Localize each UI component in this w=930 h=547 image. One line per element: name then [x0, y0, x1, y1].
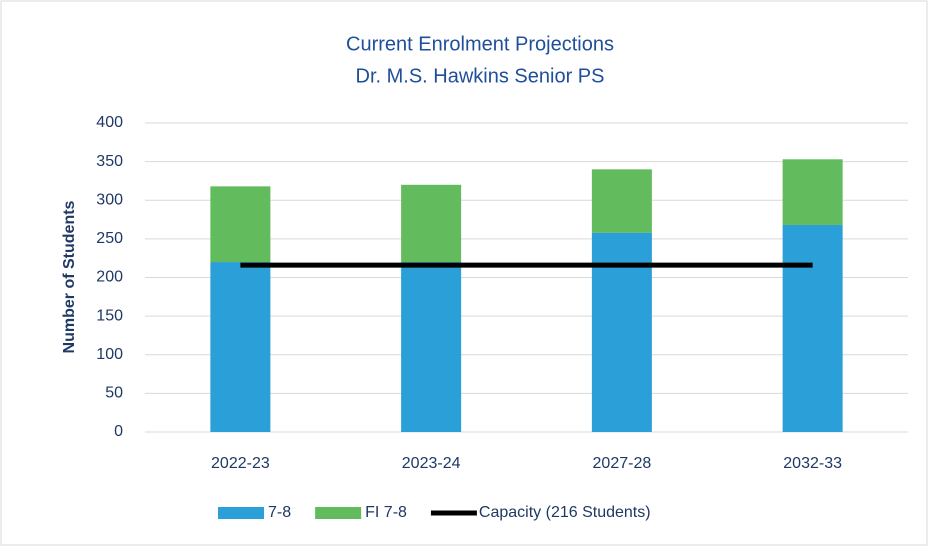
bar — [782, 224, 843, 432]
y-tick-label: 250 — [96, 230, 123, 247]
legend-label: 7-8 — [268, 504, 291, 521]
chart-subtitle: Dr. M.S. Hawkins Senior PS — [356, 65, 605, 87]
y-tick-label: 400 — [96, 114, 123, 131]
bar — [591, 232, 652, 432]
bar — [210, 262, 271, 432]
chart-title: Current Enrolment Projections — [346, 33, 614, 55]
x-tick-label: 2023-24 — [402, 455, 461, 472]
y-tick-label: 100 — [96, 346, 123, 363]
x-tick-label: 2022-23 — [211, 455, 270, 472]
bar — [210, 186, 271, 263]
bar — [782, 159, 843, 225]
y-tick-label: 50 — [105, 385, 123, 402]
x-tick-label: 2032-33 — [783, 455, 842, 472]
y-tick-label: 350 — [96, 153, 123, 170]
bar — [591, 169, 652, 233]
y-tick-label: 0 — [114, 423, 123, 440]
bar — [401, 262, 462, 432]
bar — [401, 184, 462, 263]
y-tick-label: 150 — [96, 307, 123, 324]
legend-label: FI 7-8 — [365, 504, 407, 521]
y-axis-label: Number of Students — [61, 200, 78, 353]
x-tick-label: 2027-28 — [593, 455, 652, 472]
legend-label: Capacity (216 Students) — [479, 504, 651, 521]
legend-swatch — [315, 507, 362, 519]
legend-swatch — [218, 507, 264, 519]
y-tick-label: 300 — [96, 191, 123, 208]
y-tick-label: 200 — [96, 269, 123, 286]
